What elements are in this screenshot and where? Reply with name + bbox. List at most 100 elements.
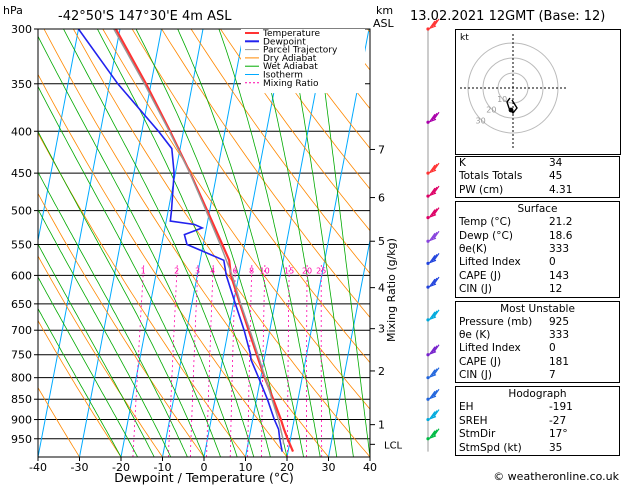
hodo-row-stmspd: StmSpd (kt) 35 bbox=[459, 441, 563, 454]
temperature-tick-label: 40 bbox=[363, 461, 377, 474]
wet-adiabat-line bbox=[255, 29, 338, 457]
wind-barb bbox=[426, 185, 440, 198]
dry-adiabat-line bbox=[278, 29, 370, 149]
dry-adiabat-line bbox=[249, 29, 370, 190]
pressure-tick-label: 350 bbox=[11, 78, 32, 91]
wind-barb bbox=[426, 253, 440, 265]
mixing-ratio-label: 15 bbox=[284, 266, 294, 275]
mixing-ratio-label: 20 bbox=[302, 266, 312, 275]
hodograph-ring-label: 20 bbox=[486, 106, 496, 115]
wind-barbs bbox=[426, 18, 440, 452]
temperature-tick-label: 10 bbox=[239, 461, 253, 474]
most-unstable-title: Most Unstable bbox=[500, 302, 575, 315]
wet-adiabat-line bbox=[38, 208, 172, 457]
wet-adiabat-line bbox=[38, 276, 138, 457]
wind-barb bbox=[426, 230, 440, 243]
wet-adiabat-line bbox=[38, 307, 122, 457]
wind-barb bbox=[426, 428, 440, 441]
surface-row-cape: CAPE (J) 143 bbox=[459, 269, 570, 282]
surface-row-thetae: θe(K) 333 bbox=[459, 242, 570, 255]
pressure-tick-label: 300 bbox=[11, 23, 32, 36]
wet-adiabat-line bbox=[38, 171, 188, 457]
y-axis-label: hPa bbox=[3, 4, 23, 17]
hodograph-indices-box: Hodograph EH -191 SREH -27 StmDir 17° StmSp… bbox=[455, 386, 620, 457]
pressure-tick-label: 750 bbox=[11, 349, 32, 362]
storm-motion-marker bbox=[508, 107, 514, 113]
isotherm-line bbox=[79, 29, 162, 457]
mu-row-pressure: Pressure (mb) 925 bbox=[459, 315, 570, 328]
mixing-ratio-label: 1 bbox=[141, 266, 146, 275]
dry-adiabat-line bbox=[73, 29, 370, 457]
series-dewpoint bbox=[77, 29, 283, 452]
legend-entry: Dewpoint bbox=[263, 37, 306, 47]
surface-row-dewp: Dewp (°C) 18.6 bbox=[459, 229, 573, 242]
mixing-ratio-line bbox=[306, 263, 308, 457]
km-tick-label: 3 bbox=[378, 323, 385, 336]
mu-row-cape: CAPE (J) 181 bbox=[459, 355, 570, 368]
hodo-row-eh: EH -191 bbox=[459, 401, 573, 414]
isotherm-line bbox=[120, 29, 204, 457]
mixing-ratio-label: 10 bbox=[260, 266, 270, 275]
wet-adiabat-line bbox=[218, 29, 321, 457]
index-row-totals: Totals Totals 45 bbox=[459, 170, 563, 183]
lcl-label: LCL bbox=[384, 440, 403, 451]
mu-row-cin: CIN (J) 7 bbox=[459, 369, 556, 382]
background-lines bbox=[38, 29, 370, 457]
legend-entry: Parcel Trajectory bbox=[263, 46, 338, 56]
wet-adiabat-line bbox=[177, 29, 304, 457]
km-tick-label: 1 bbox=[378, 419, 385, 432]
axes: 3003504004505005506006507007508008509009… bbox=[11, 23, 403, 474]
hodograph-ring-label: 10 bbox=[497, 95, 507, 104]
temperature-tick-label: 0 bbox=[201, 461, 208, 474]
legend-background bbox=[241, 29, 365, 94]
sounding-lines bbox=[77, 29, 295, 453]
temperature-tick-label: -10 bbox=[154, 461, 172, 474]
dry-adiabat-line bbox=[38, 132, 246, 457]
isotherm-line bbox=[38, 29, 121, 457]
series-parcel-trajectory bbox=[113, 29, 285, 445]
hodo-row-sreh: SREH -27 bbox=[459, 414, 567, 427]
wind-barb bbox=[426, 276, 440, 289]
mixing-ratio-label: 2 bbox=[174, 266, 179, 275]
legend-entry: Temperature bbox=[262, 29, 320, 39]
mixing-ratio-line bbox=[247, 263, 253, 457]
legend-entry: Wet Adiabat bbox=[263, 62, 318, 72]
pressure-tick-label: 700 bbox=[11, 324, 32, 337]
pressure-tick-label: 500 bbox=[11, 205, 32, 218]
km-tick-label: 5 bbox=[378, 235, 385, 248]
dry-adiabat-line bbox=[131, 29, 370, 364]
wet-adiabat-line bbox=[38, 35, 238, 457]
isotherm-line bbox=[162, 29, 245, 457]
dry-adiabat-line bbox=[220, 29, 370, 232]
mixing-ratio-line bbox=[168, 263, 178, 457]
temperature-tick-label: 30 bbox=[322, 461, 336, 474]
dry-adiabat-line bbox=[38, 73, 288, 457]
wet-adiabat-line bbox=[63, 29, 255, 457]
isotherm-line bbox=[203, 29, 287, 457]
copyright-footer: © weatheronline.co.uk bbox=[493, 470, 619, 483]
wind-barb bbox=[426, 388, 440, 401]
legend-entry: Mixing Ratio bbox=[263, 79, 319, 89]
km-tick-label: 2 bbox=[378, 365, 385, 378]
station-title: -42°50'S 147°30'E 4m ASL bbox=[58, 9, 232, 24]
surface-row-li: Lifted Index 0 bbox=[459, 256, 556, 269]
isotherm-line bbox=[245, 29, 328, 457]
wet-adiabat-line bbox=[38, 85, 221, 457]
hodograph-title: Hodograph bbox=[508, 388, 567, 401]
km-tick-label: 7 bbox=[378, 143, 385, 156]
wind-barb bbox=[426, 207, 440, 220]
temperature-tick-label: -40 bbox=[29, 461, 47, 474]
hodograph-ring-label: 30 bbox=[476, 116, 486, 125]
km-tick-label: 4 bbox=[378, 282, 385, 295]
wind-barb bbox=[426, 111, 440, 124]
indices-panel: K 34 Totals Totals 45 PW (cm) 4.31 Surface … bbox=[455, 156, 620, 459]
pressure-tick-label: 550 bbox=[11, 238, 32, 251]
most-unstable-box: Most Unstable Pressure (mb) 925 θe (K) 333… bbox=[455, 300, 620, 384]
mixing-ratio-label: 6 bbox=[233, 266, 238, 275]
mixing-ratio-line bbox=[261, 263, 266, 457]
pressure-tick-label: 950 bbox=[11, 433, 32, 446]
hodo-row-stmdir: StmDir 17° bbox=[459, 428, 568, 441]
stability-indices-box: K 34 Totals Totals 45 PW (cm) 4.31 bbox=[455, 156, 620, 199]
index-row-pw: PW (cm) 4.31 bbox=[459, 183, 573, 196]
